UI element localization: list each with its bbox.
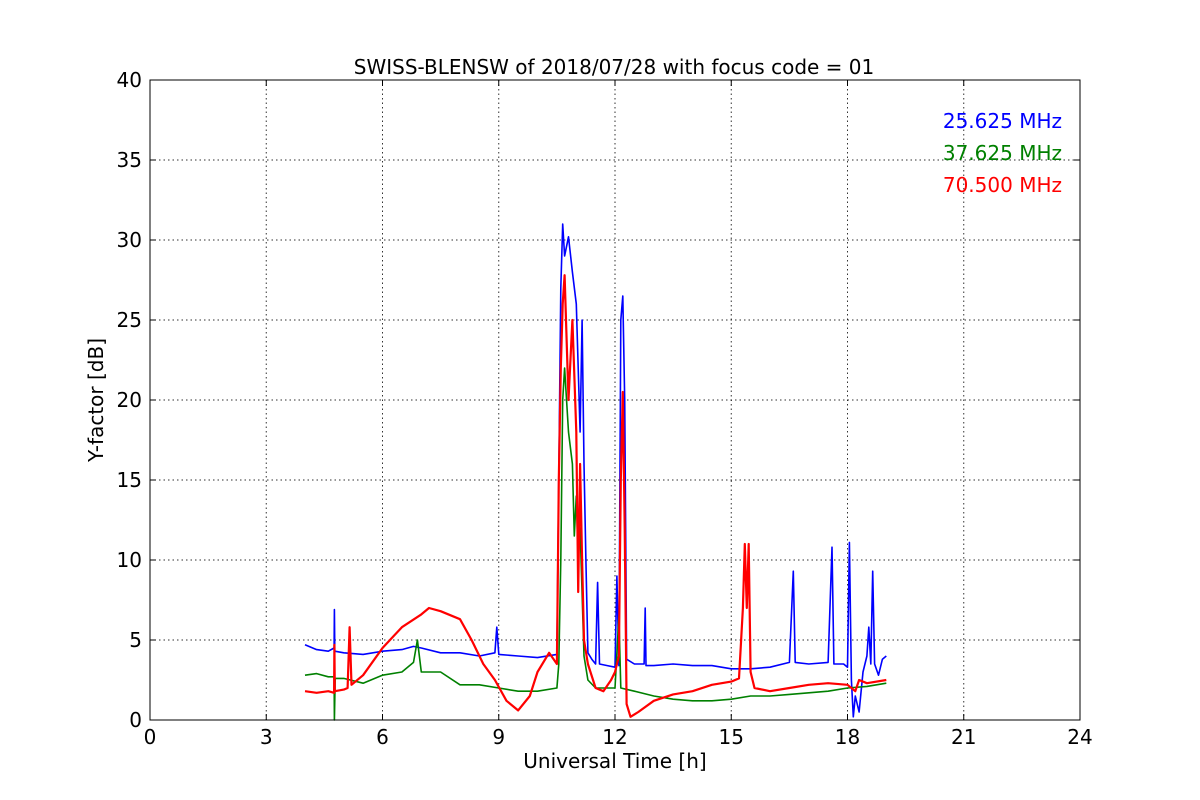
x-tick-label: 12	[602, 725, 627, 749]
chart-title: SWISS-BLENSW of 2018/07/28 with focus co…	[354, 55, 875, 79]
y-tick-label: 40	[117, 68, 142, 92]
series-line-25-625-mhz	[304, 223, 887, 718]
x-axis-label: Universal Time [h]	[523, 749, 706, 773]
x-tick-label: 24	[1067, 725, 1092, 749]
y-tick-label: 20	[117, 388, 142, 412]
ticks: 0 3 6 9 12 15 18 21 24 0 5 10 15 20 25 30 35 40	[117, 68, 1093, 749]
y-tick-label: 35	[117, 148, 142, 172]
y-tick-label: 15	[117, 468, 142, 492]
series-layer	[304, 223, 887, 721]
y-tick-label: 30	[117, 228, 142, 252]
legend-entry: 70.500 MHz	[943, 173, 1062, 197]
legend-entry: 25.625 MHz	[943, 109, 1062, 133]
x-tick-label: 6	[376, 725, 389, 749]
y-tick-label: 0	[129, 708, 142, 732]
y-tick-label: 5	[129, 628, 142, 652]
x-tick-label: 9	[492, 725, 505, 749]
x-tick-label: 3	[260, 725, 273, 749]
y-tick-label: 10	[117, 548, 142, 572]
legend-entry: 37.625 MHz	[943, 141, 1062, 165]
legend: 25.625 MHz 37.625 MHz 70.500 MHz	[943, 109, 1062, 197]
y-axis-label: Y-factor [dB]	[84, 338, 108, 463]
y-tick-label: 25	[117, 308, 142, 332]
series-line-70-500-mhz	[304, 274, 887, 718]
series-line-37-625-mhz	[304, 367, 887, 721]
x-tick-label: 0	[144, 725, 157, 749]
x-tick-label: 21	[951, 725, 976, 749]
x-tick-label: 18	[835, 725, 860, 749]
x-tick-label: 15	[719, 725, 744, 749]
